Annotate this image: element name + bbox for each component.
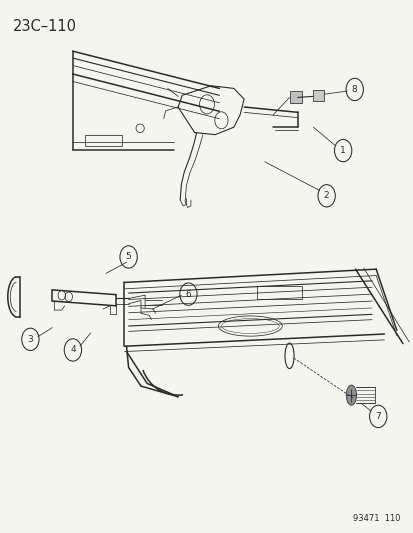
Text: 23C–110: 23C–110	[13, 19, 77, 34]
Text: 5: 5	[126, 253, 131, 261]
Text: 93471  110: 93471 110	[353, 514, 400, 523]
Text: 7: 7	[375, 412, 380, 421]
FancyBboxPatch shape	[312, 90, 323, 101]
Text: 8: 8	[351, 85, 357, 94]
Text: 1: 1	[339, 146, 345, 155]
Text: 6: 6	[185, 289, 191, 298]
FancyBboxPatch shape	[289, 91, 301, 103]
Text: 4: 4	[70, 345, 76, 354]
Ellipse shape	[345, 385, 356, 405]
Text: 3: 3	[27, 335, 33, 344]
Text: 2: 2	[323, 191, 329, 200]
